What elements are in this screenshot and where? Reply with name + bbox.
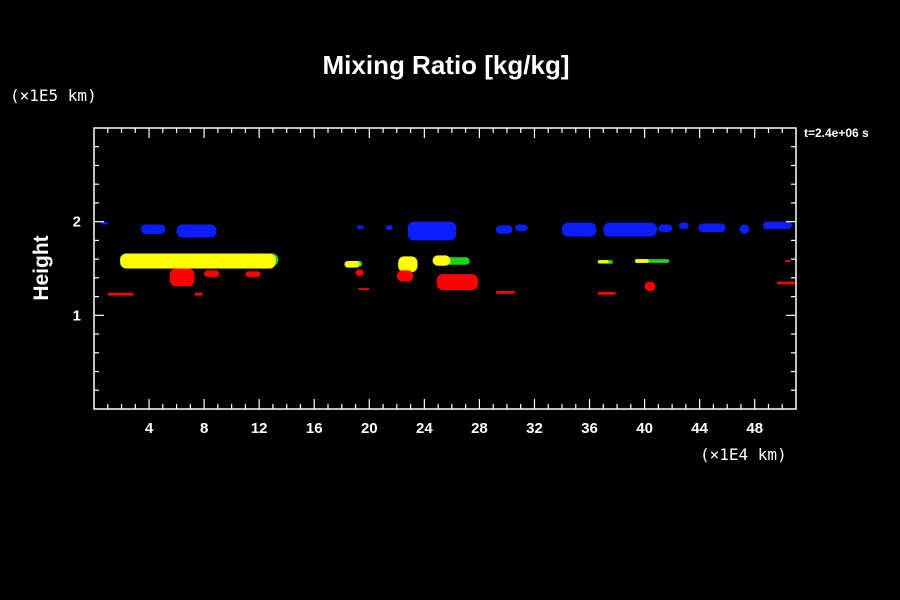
region-blue-7: [515, 224, 528, 232]
x-tick-label: 12: [251, 420, 268, 437]
x-tick-label: 32: [526, 420, 543, 437]
region-blue-11: [679, 222, 689, 230]
plot-frame: [93, 127, 797, 410]
x-tick-label: 36: [581, 420, 598, 437]
region-yellow-20: [120, 253, 276, 269]
region-blue-9: [603, 222, 657, 237]
x-tick-label: 28: [471, 420, 488, 437]
region-red-31: [355, 269, 364, 276]
x-tick-label: 24: [416, 420, 433, 437]
region-blue-5: [407, 221, 457, 241]
x-tick-label: 16: [306, 420, 323, 437]
region-blue-8: [562, 222, 597, 237]
region-blue-0: [140, 224, 166, 234]
region-red-37: [644, 281, 656, 291]
region-blue-1: [176, 224, 217, 238]
region-blue-10: [658, 224, 673, 232]
region-red-39: [784, 260, 791, 262]
region-red-30: [245, 271, 261, 277]
region-red-29: [204, 270, 220, 277]
region-yellow-22: [398, 256, 418, 273]
region-yellow-21: [344, 261, 360, 268]
y-axis-label: Height: [30, 235, 53, 300]
region-blue-12: [698, 223, 726, 232]
chart-title: Mixing Ratio [kg/kg]: [323, 50, 570, 80]
region-yellow-25: [634, 259, 649, 263]
x-tick-label: 8: [200, 420, 208, 437]
x-tick-label: 20: [361, 420, 378, 437]
region-yellow-24: [597, 260, 609, 263]
region-red-28: [194, 292, 203, 296]
region-blue-2: [100, 221, 108, 225]
region-red-35: [495, 290, 516, 294]
region-blue-3: [356, 225, 364, 230]
region-red-26: [107, 292, 134, 296]
x-tick-label: 40: [636, 420, 653, 437]
region-red-38: [776, 281, 796, 285]
region-red-27: [169, 268, 195, 287]
x-tick-label: 4: [145, 420, 154, 437]
time-label: t=2.4e+06 s: [804, 126, 869, 140]
region-red-36: [597, 291, 616, 295]
region-blue-4: [385, 225, 393, 231]
region-red-34: [436, 274, 479, 291]
field-regions: [100, 221, 796, 296]
region-red-33: [396, 270, 414, 282]
region-blue-6: [495, 225, 513, 234]
region-red-32: [358, 288, 370, 291]
x-tick-label: 44: [691, 420, 708, 437]
region-blue-14: [762, 221, 792, 230]
y-tick-label: 1: [73, 307, 81, 324]
y-tick-label: 2: [73, 214, 81, 231]
x-tick-label: 48: [746, 420, 763, 437]
region-yellow-23: [432, 255, 451, 266]
x-axis-unit: (×1E4 km): [700, 445, 787, 464]
y-axis-unit: (×1E5 km): [10, 86, 97, 105]
region-blue-13: [739, 224, 750, 234]
